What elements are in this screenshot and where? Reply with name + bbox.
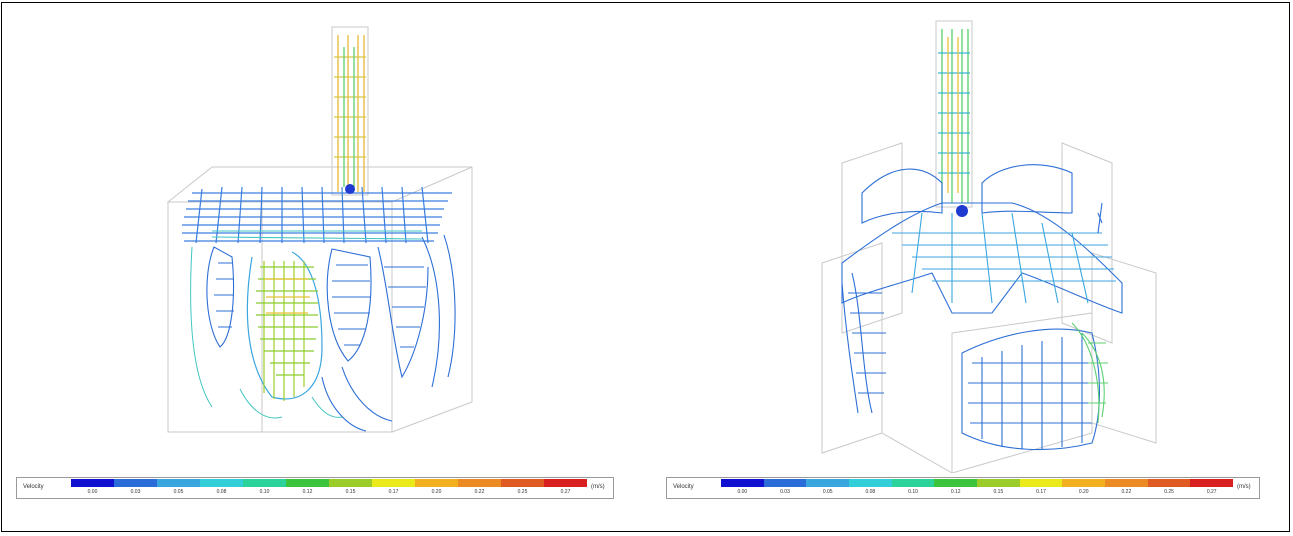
color-swatch [977,479,1020,487]
left-velocity-legend: Velocity 0.00 0.03 0.05 0.08 0.10 0.12 0… [16,477,614,499]
color-swatch [1190,479,1234,487]
tick-label: 0.27 [560,489,571,495]
tick-label: 0.12 [302,489,313,495]
color-swatch [934,479,978,487]
color-scale-bar [71,479,587,487]
legend-label: Velocity [23,484,44,490]
color-swatch [849,479,892,487]
tick-label: 0.25 [517,489,528,495]
color-swatch [372,479,415,487]
color-swatch [157,479,200,487]
tick-label: 0.08 [216,489,227,495]
right-flow-visualization [802,13,1172,473]
color-swatch [200,479,243,487]
color-swatch [1105,479,1148,487]
tick-label: 0.17 [388,489,399,495]
left-flow-svg [166,26,473,433]
tick-label: 0.15 [345,489,356,495]
tick-label: 0.00 [87,489,98,495]
tick-label: 0.08 [865,489,876,495]
color-swatch [544,479,587,487]
tick-label: 0.00 [737,489,748,495]
color-swatch [1147,479,1191,487]
tick-label: 0.10 [908,489,918,495]
color-swatch [891,479,935,487]
color-swatch [763,479,807,487]
tick-label: 0.05 [822,489,833,495]
tick-labels: 0.00 0.03 0.05 0.08 0.10 0.12 0.15 0.17 … [721,489,1233,495]
color-swatch [721,479,764,487]
legend-unit: (m/s) [1237,484,1251,490]
tick-label: 0.05 [173,489,184,495]
tick-label: 0.20 [431,489,442,495]
legend-unit: (m/s) [591,484,605,490]
color-swatch [71,479,114,487]
tick-label: 0.22 [474,489,485,495]
color-swatch [1062,479,1106,487]
legend-label: Velocity [673,484,694,490]
color-swatch [806,479,850,487]
tick-label: 0.03 [130,489,141,495]
color-swatch [501,479,544,487]
tick-label: 0.10 [259,489,270,495]
left-flow-visualization [152,17,492,467]
tick-label: 0.25 [1164,489,1174,495]
color-swatch [458,479,501,487]
tick-label: 0.20 [1078,489,1089,495]
color-swatch [286,479,329,487]
color-swatch [114,479,157,487]
tick-label: 0.03 [780,489,790,495]
right-flow-svg [821,20,1157,473]
tick-label: 0.15 [993,489,1004,495]
color-swatch [1019,479,1063,487]
tick-labels: 0.00 0.03 0.05 0.08 0.10 0.12 0.15 0.17 … [71,489,587,495]
color-swatch [415,479,458,487]
color-swatch [243,479,286,487]
tick-label: 0.17 [1036,489,1046,495]
right-velocity-legend: Velocity 0.00 0.03 0.05 0.08 0.10 0.12 0… [666,477,1260,499]
tick-label: 0.27 [1206,489,1217,495]
tick-label: 0.22 [1121,489,1132,495]
tick-label: 0.12 [950,489,961,495]
color-scale-bar [721,479,1234,487]
color-swatch [329,479,372,487]
